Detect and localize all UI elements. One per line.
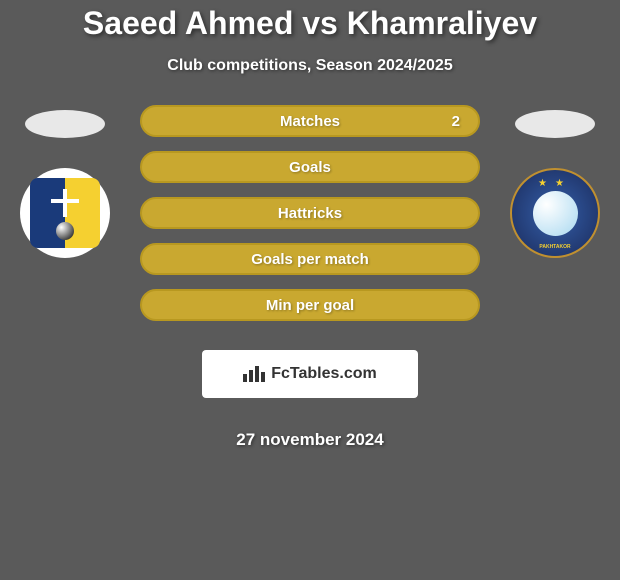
stat-label: Goals per match [251,251,369,268]
left-column [20,105,110,258]
stat-label: Matches [280,113,340,130]
stat-label: Goals [289,159,331,176]
page-subtitle: Club competitions, Season 2024/2025 [167,57,452,75]
stat-row-hattricks[interactable]: Hattricks [140,197,480,229]
footer-date: 27 november 2024 [140,430,480,450]
star-icon: ★★ [538,178,572,189]
club-logo-left-shield [30,178,100,248]
stat-row-goals[interactable]: Goals [140,151,480,183]
comparison-panel: Matches 2 Goals Hattricks Goals per matc… [0,105,620,450]
stat-row-matches[interactable]: Matches 2 [140,105,480,137]
club-logo-right-text: PAKHTAKOR [512,244,598,250]
branding-text: FcTables.com [271,365,377,383]
stat-row-min-per-goal[interactable]: Min per goal [140,289,480,321]
club-logo-left[interactable] [20,168,110,258]
stats-column: Matches 2 Goals Hattricks Goals per matc… [140,105,480,450]
chart-icon [243,366,265,382]
player-left-placeholder [25,110,105,138]
stat-value: 2 [452,113,460,130]
stat-label: Hattricks [278,205,342,222]
page-title: Saeed Ahmed vs Khamraliyev [83,5,537,42]
stat-row-goals-per-match[interactable]: Goals per match [140,243,480,275]
stat-label: Min per goal [266,297,354,314]
player-right-placeholder [515,110,595,138]
right-column: ★★ PAKHTAKOR [510,105,600,258]
branding-box[interactable]: FcTables.com [202,350,418,398]
club-logo-right-ball [533,191,578,236]
club-logo-right[interactable]: ★★ PAKHTAKOR [510,168,600,258]
